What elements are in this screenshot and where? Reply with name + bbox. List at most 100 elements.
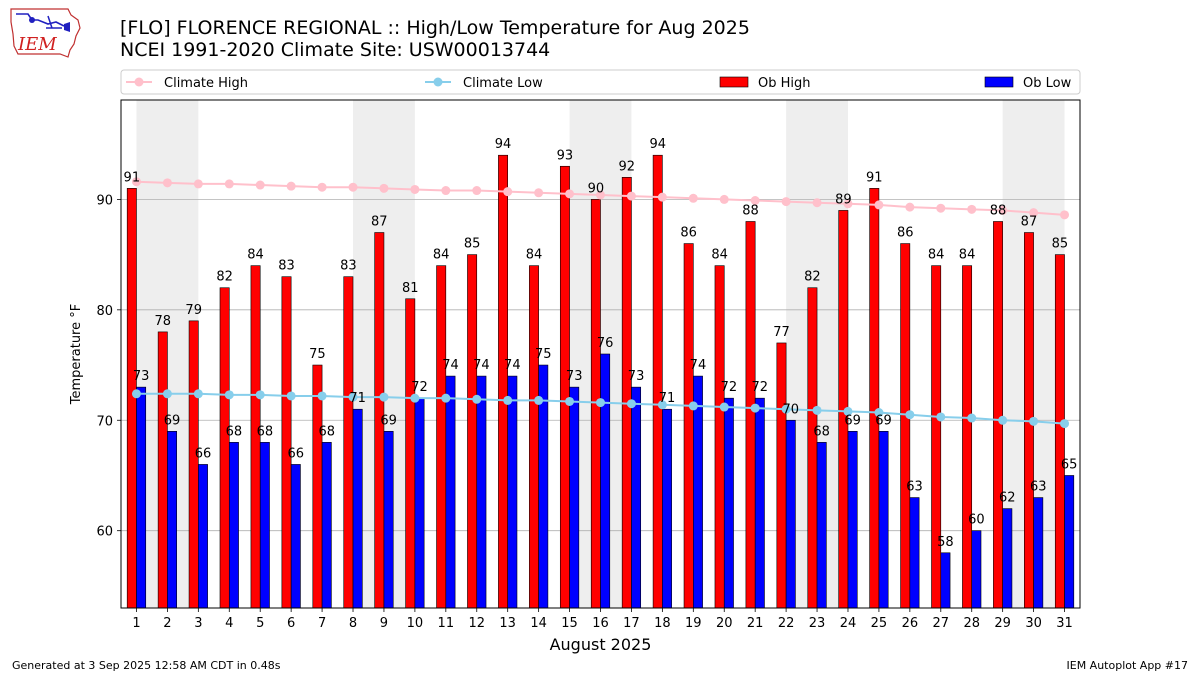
ob-high-bar bbox=[652, 154, 663, 609]
x-tick-label: 12 bbox=[468, 616, 485, 631]
x-tick-label: 2 bbox=[163, 616, 171, 631]
climate-high-point bbox=[348, 182, 358, 192]
ob-low-bar bbox=[569, 386, 580, 609]
x-tick-label: 3 bbox=[194, 616, 202, 631]
climate-high-point bbox=[843, 199, 853, 209]
climate-low-point bbox=[874, 408, 884, 418]
ob-low-bar bbox=[167, 431, 177, 609]
ob-high-label: 86 bbox=[680, 226, 697, 241]
climate-low-point bbox=[255, 390, 265, 400]
climate-low-point bbox=[936, 412, 946, 422]
ob-high-bar bbox=[714, 265, 725, 609]
climate-high-point bbox=[255, 180, 265, 190]
climate-low-point bbox=[750, 403, 760, 413]
ob-low-label: 71 bbox=[349, 391, 366, 406]
ob-high-bar bbox=[559, 165, 570, 609]
climate-low-point bbox=[812, 405, 822, 415]
climate-low-point bbox=[596, 398, 605, 408]
legend: Climate High Climate Low Ob High Ob Low bbox=[120, 69, 1081, 95]
legend-ob-low-swatch bbox=[984, 76, 1014, 88]
x-tick-label: 10 bbox=[407, 616, 424, 631]
climate-low-point bbox=[967, 413, 977, 423]
ob-low-bar bbox=[476, 375, 487, 609]
climate-high-point bbox=[162, 178, 172, 188]
axes: 1 2 3 4 5 6 7 8 9 10 11 12 13 14 15 16 17 18 19 20 21 22 23 24 2… bbox=[69, 193, 1073, 654]
y-tick-label: 80 bbox=[96, 304, 113, 319]
climate-high-point bbox=[193, 179, 203, 189]
ob-high-label: 84 bbox=[247, 248, 264, 263]
ob-low-label: 68 bbox=[226, 424, 243, 439]
climate-low-point bbox=[998, 415, 1008, 425]
ob-low-bar bbox=[909, 497, 920, 609]
y-axis-label: Temperature °F bbox=[69, 304, 84, 405]
ob-high-label: 92 bbox=[619, 159, 636, 174]
app-footer: IEM Autoplot App #17 bbox=[1066, 659, 1189, 672]
x-tick-label: 13 bbox=[499, 616, 516, 631]
climate-high-point bbox=[657, 192, 667, 202]
climate-high-point bbox=[565, 189, 575, 199]
x-tick-label: 16 bbox=[592, 616, 609, 631]
ob-low-label: 75 bbox=[535, 347, 552, 362]
ob-low-label: 65 bbox=[1061, 457, 1078, 472]
x-tick-label: 19 bbox=[685, 616, 702, 631]
ob-high-label: 82 bbox=[216, 270, 233, 285]
ob-low-bar bbox=[662, 408, 672, 609]
ob-low-bar bbox=[971, 530, 982, 609]
ob-high-label: 91 bbox=[124, 170, 141, 185]
ob-low-label: 62 bbox=[999, 491, 1016, 506]
climate-high-point bbox=[750, 195, 760, 205]
climate-low-point bbox=[224, 390, 234, 400]
ob-high-label: 87 bbox=[1021, 215, 1038, 230]
ob-low-bar bbox=[878, 431, 889, 609]
x-tick-label: 28 bbox=[963, 616, 980, 631]
ob-low-label: 60 bbox=[968, 513, 985, 528]
climate-high-point bbox=[441, 186, 451, 196]
ob-high-label: 79 bbox=[185, 303, 202, 318]
climate-low-point bbox=[348, 392, 358, 402]
climate-high-point bbox=[998, 205, 1008, 215]
x-tick-label: 22 bbox=[778, 616, 795, 631]
climate-low-point bbox=[1029, 416, 1039, 426]
x-tick-label: 24 bbox=[840, 616, 857, 631]
ob-low-bar bbox=[414, 397, 425, 609]
x-tick-label: 11 bbox=[438, 616, 455, 631]
ob-low-label: 69 bbox=[164, 413, 181, 428]
x-tick-label: 6 bbox=[287, 616, 295, 631]
climate-low-point bbox=[657, 400, 667, 410]
ob-high-label: 94 bbox=[495, 137, 512, 152]
ob-low-bar bbox=[445, 375, 456, 609]
ob-high-bar bbox=[126, 188, 137, 609]
bars bbox=[126, 154, 1075, 609]
climate-low-point bbox=[781, 404, 791, 414]
ob-low-bar bbox=[1033, 497, 1044, 609]
ob-high-bar bbox=[529, 265, 539, 609]
data-labels: 91 78 79 82 84 83 75 83 87 81 84 85 94 84 93 90 92 94 86 84… bbox=[124, 137, 1078, 550]
ob-low-bar bbox=[352, 408, 363, 609]
ob-high-label: 82 bbox=[804, 270, 821, 285]
ob-low-bar bbox=[1064, 475, 1075, 609]
climate-high-point bbox=[131, 177, 141, 187]
climate-low-point bbox=[905, 410, 915, 420]
ob-high-label: 91 bbox=[866, 170, 883, 185]
y-tick-label: 70 bbox=[96, 414, 113, 429]
climate-low-point bbox=[472, 394, 482, 404]
ob-low-label: 74 bbox=[504, 358, 521, 373]
ob-high-label: 84 bbox=[928, 248, 945, 263]
ob-low-bar bbox=[940, 552, 951, 609]
climate-low-point bbox=[410, 393, 420, 403]
ob-high-label: 86 bbox=[897, 226, 914, 241]
x-tick-label: 17 bbox=[623, 616, 640, 631]
ob-high-label: 84 bbox=[526, 248, 543, 263]
ob-low-label: 68 bbox=[813, 424, 830, 439]
ob-high-label: 81 bbox=[402, 281, 419, 296]
x-tick-label: 15 bbox=[561, 616, 578, 631]
ob-high-label: 84 bbox=[711, 248, 728, 263]
ob-low-label: 73 bbox=[133, 369, 150, 384]
climate-high-point bbox=[688, 193, 698, 203]
climate-high-point bbox=[781, 197, 791, 207]
climate-high-point bbox=[224, 179, 234, 189]
climate-lines bbox=[131, 177, 1070, 429]
climate-low-point bbox=[379, 392, 389, 402]
x-tick-label: 25 bbox=[871, 616, 888, 631]
ob-high-label: 84 bbox=[959, 248, 976, 263]
